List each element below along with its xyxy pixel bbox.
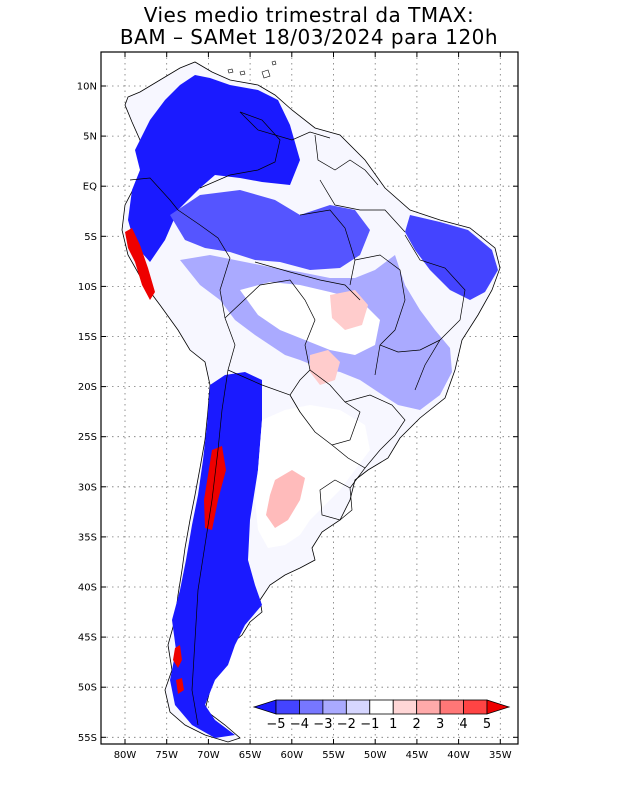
colorbar-label: −4 — [290, 717, 309, 732]
border-brazil-states-west — [254, 261, 361, 301]
bias-neg-andes-south — [170, 372, 262, 738]
colorbar-label: 5 — [483, 717, 491, 732]
bias-strong-pos-patagonia — [173, 645, 182, 668]
border-brazil-argentina — [331, 444, 366, 489]
map-frame — [100, 51, 519, 745]
colorbar-label: −5 — [266, 717, 285, 732]
island-grenada — [271, 60, 277, 66]
lat-label: 30S — [78, 482, 97, 493]
lat-label: 55S — [78, 733, 97, 744]
border-uruguay — [319, 479, 353, 521]
border-ecuador — [129, 177, 179, 211]
border-peru-brazil — [177, 209, 231, 319]
colorbar-arrow-right — [486, 699, 511, 715]
border-colombia-brazil — [199, 111, 281, 189]
island-bonaire — [239, 70, 246, 76]
colorbar-segment — [299, 699, 324, 715]
latitude-labels: 10N 5N EQ 5S 10S 15S 20S 25S 30S 35S 40S 45S 50S 55S — [77, 82, 97, 744]
lon-label: 55W — [322, 750, 345, 761]
country-borders — [129, 111, 466, 726]
lon-label: 40W — [447, 750, 470, 761]
border-brazil-states-south — [344, 394, 406, 469]
lon-label: 45W — [406, 750, 429, 761]
lat-label: 5N — [83, 132, 97, 143]
colorbar-label: 2 — [413, 717, 421, 732]
colorbar-segment — [275, 699, 300, 715]
bias-strong-pos-peru — [125, 228, 155, 300]
bias-strong-pos-chile — [204, 446, 226, 530]
lat-label: 50S — [78, 683, 97, 694]
colorbar-label: 3 — [436, 717, 444, 732]
border-brazil-states-east — [404, 234, 466, 391]
lon-label: 80W — [114, 750, 137, 761]
border-argentina-north — [227, 369, 301, 413]
map-title-line1: Vies medio trimestral da TMAX: — [143, 3, 475, 27]
border-bolivia-brazil — [224, 279, 316, 371]
colorbar-labels: −5 −4 −3 −2 −1 1 2 3 4 5 — [266, 717, 491, 732]
bias-pos-mato-grosso — [330, 290, 368, 330]
axis-ticks — [101, 52, 518, 744]
border-argentina-chile — [191, 317, 236, 726]
island-trinidad — [261, 69, 271, 79]
lat-label: 35S — [78, 532, 97, 543]
lon-label: 50W — [364, 750, 387, 761]
lon-label: 75W — [155, 750, 178, 761]
lat-label: 40S — [78, 583, 97, 594]
border-guianas — [314, 134, 379, 186]
lat-label: 10N — [77, 82, 97, 93]
colorbar — [252, 699, 511, 715]
border-brazil-para — [319, 179, 406, 233]
colorbar-segment — [369, 699, 394, 715]
lon-label: 60W — [280, 750, 303, 761]
lon-label: 70W — [197, 750, 220, 761]
lat-label: 25S — [78, 432, 97, 443]
colorbar-segment — [322, 699, 347, 715]
lon-label: 35W — [489, 750, 512, 761]
lat-label: 45S — [78, 633, 97, 644]
map-title-line2: BAM – SAMet 18/03/2024 para 120h — [119, 25, 499, 49]
colorbar-segment — [392, 699, 418, 715]
colorbar-segment — [345, 699, 371, 715]
lat-label: 20S — [78, 382, 97, 393]
border-brazil-states-north — [299, 209, 356, 286]
border-brazil-minas — [379, 339, 441, 353]
caribbean-islands — [227, 60, 277, 79]
bias-neg-northeast — [405, 215, 498, 300]
colorbar-label: 4 — [459, 717, 467, 732]
lat-label: 5S — [84, 232, 97, 243]
lat-label: EQ — [83, 182, 97, 193]
colorbar-label: 1 — [389, 717, 397, 732]
longitude-labels: 80W 75W 70W 65W 60W 55W 50W 45W 40W 35W — [114, 750, 512, 761]
bias-pos-chaco — [310, 350, 340, 385]
colorbar-segment — [416, 699, 441, 715]
lat-label: 15S — [78, 332, 97, 343]
colorbar-segment — [439, 699, 464, 715]
bias-strong-pos-fuego — [176, 678, 184, 694]
lat-label: 10S — [78, 282, 97, 293]
bias-pos-pampas — [266, 470, 305, 528]
colorbar-label: −2 — [337, 717, 356, 732]
colorbar-segment — [463, 699, 488, 715]
south-america-land — [121, 61, 501, 743]
island-aruba — [227, 68, 234, 74]
bias-neg-amazon — [170, 190, 370, 270]
border-venezuela-brazil — [239, 111, 331, 141]
colorbar-label: −3 — [313, 717, 332, 732]
colorbar-label: −1 — [360, 717, 379, 732]
lon-label: 65W — [239, 750, 262, 761]
